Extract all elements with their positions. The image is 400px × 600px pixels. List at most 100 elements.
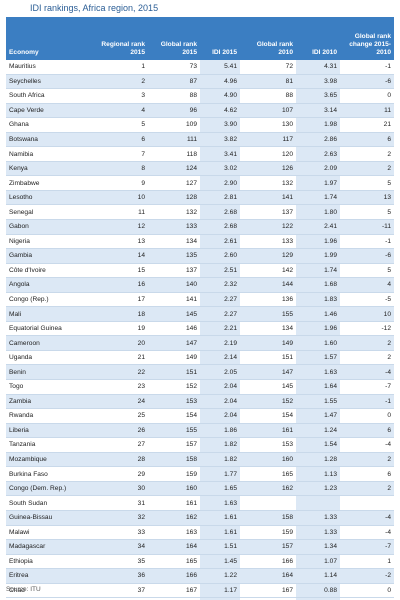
value-cell: 134 — [148, 234, 200, 250]
value-cell: 23 — [90, 379, 148, 395]
table-row: Rwanda 25 154 2.04 154 1.47 0 — [6, 408, 394, 424]
value-cell: 10 — [90, 190, 148, 206]
source-note: Source: ITU — [6, 586, 41, 593]
value-cell: 2.60 — [200, 248, 240, 264]
value-cell: 3.41 — [200, 146, 240, 162]
value-cell: 7 — [90, 146, 148, 162]
average-row: Average 2.53 1.89 — [6, 597, 394, 600]
value-cell: -7 — [340, 379, 394, 395]
economy-cell: Lesotho — [6, 190, 90, 206]
value-cell: 152 — [240, 394, 296, 410]
value-cell: 37 — [90, 583, 148, 599]
column-header: Global rank 2015 — [148, 17, 200, 60]
value-cell: 1.82 — [200, 437, 240, 453]
table-row: Malawi 33 163 1.61 159 1.33 -4 — [6, 525, 394, 541]
value-cell: 96 — [148, 103, 200, 119]
economy-cell: Namibia — [6, 146, 90, 162]
value-cell: -5 — [340, 292, 394, 308]
value-cell: 2.21 — [200, 321, 240, 337]
value-cell: 31 — [90, 495, 148, 511]
value-cell: 1.51 — [200, 539, 240, 555]
economy-cell: Ghana — [6, 117, 90, 133]
value-cell: 2.86 — [296, 132, 340, 148]
value-cell: 2 — [340, 481, 394, 497]
value-cell: 127 — [148, 175, 200, 191]
value-cell: 0 — [340, 88, 394, 104]
table-row: Senegal 11 132 2.68 137 1.80 5 — [6, 204, 394, 221]
economy-cell: Mozambique — [6, 452, 90, 468]
table-row: Botswana 6 111 3.82 117 2.86 6 — [6, 132, 394, 148]
value-cell: 8 — [90, 161, 148, 177]
value-cell: 1.57 — [296, 350, 340, 366]
value-cell: 2.63 — [296, 146, 340, 162]
value-cell: 2.68 — [200, 204, 240, 221]
value-cell: 36 — [90, 568, 148, 584]
value-cell: 88 — [240, 88, 296, 104]
value-cell: 1.65 — [200, 481, 240, 497]
economy-cell: Ethiopia — [6, 554, 90, 570]
economy-cell: Benin — [6, 364, 90, 381]
economy-cell: Rwanda — [6, 408, 90, 424]
average-cell: 1.89 — [296, 597, 340, 600]
value-cell: 1.82 — [200, 452, 240, 468]
table-row: Ethiopia 35 165 1.45 166 1.07 1 — [6, 554, 394, 570]
value-cell: 164 — [240, 568, 296, 584]
average-cell — [340, 597, 394, 600]
value-cell: 2.51 — [200, 263, 240, 279]
value-cell: 159 — [240, 525, 296, 541]
value-cell: 30 — [90, 481, 148, 497]
value-cell: 157 — [240, 539, 296, 555]
economy-cell: Togo — [6, 379, 90, 395]
value-cell: 9 — [90, 175, 148, 191]
value-cell: 5 — [340, 175, 394, 191]
value-cell: -4 — [340, 364, 394, 381]
value-cell: 12 — [90, 219, 148, 235]
table-row: Gabon 12 133 2.68 122 2.41 -11 — [6, 219, 394, 235]
value-cell: 32 — [90, 510, 148, 526]
table-row: Cape Verde 4 96 4.62 107 3.14 11 — [6, 103, 394, 119]
value-cell: 2.04 — [200, 408, 240, 424]
economy-cell: Cape Verde — [6, 103, 90, 119]
value-cell: 130 — [240, 117, 296, 133]
value-cell: 0 — [340, 408, 394, 424]
table-row: Mauritius 1 73 5.41 72 4.31 -1 — [6, 60, 394, 75]
value-cell: 2.04 — [200, 394, 240, 410]
value-cell: 6 — [340, 466, 394, 482]
table-row: Mozambique 28 158 1.82 160 1.28 2 — [6, 452, 394, 468]
table-row: Ghana 5 109 3.90 130 1.98 21 — [6, 117, 394, 133]
value-cell — [240, 495, 296, 511]
value-cell: 1.77 — [200, 466, 240, 482]
value-cell: -2 — [340, 568, 394, 584]
value-cell: 88 — [148, 88, 200, 104]
economy-cell: Seychelles — [6, 74, 90, 90]
economy-cell: Tanzania — [6, 437, 90, 453]
value-cell: 161 — [240, 423, 296, 439]
table-row: Burkina Faso 29 159 1.77 165 1.13 6 — [6, 466, 394, 482]
economy-cell: Equatorial Guinea — [6, 321, 90, 337]
value-cell: 167 — [240, 583, 296, 599]
value-cell: 2 — [90, 74, 148, 90]
value-cell: 167 — [148, 583, 200, 599]
value-cell: 1.55 — [296, 394, 340, 410]
value-cell: 142 — [240, 263, 296, 279]
value-cell: 11 — [90, 204, 148, 221]
table-row: Togo 23 152 2.04 145 1.64 -7 — [6, 379, 394, 395]
value-cell: 165 — [148, 554, 200, 570]
value-cell: 4 — [90, 103, 148, 119]
economy-cell: Mauritius — [6, 60, 90, 75]
table-row: South Africa 3 88 4.90 88 3.65 0 — [6, 88, 394, 104]
value-cell: 28 — [90, 452, 148, 468]
value-cell: 1.07 — [296, 554, 340, 570]
value-cell: 152 — [148, 379, 200, 395]
value-cell: 27 — [90, 437, 148, 453]
value-cell: 140 — [148, 277, 200, 293]
value-cell: 136 — [240, 292, 296, 308]
value-cell: 151 — [240, 350, 296, 366]
value-cell: 1.61 — [200, 510, 240, 526]
economy-cell: Uganda — [6, 350, 90, 366]
table-row: Lesotho 10 128 2.81 141 1.74 13 — [6, 190, 394, 206]
value-cell: 17 — [90, 292, 148, 308]
value-cell: 1.86 — [200, 423, 240, 439]
value-cell: 35 — [90, 554, 148, 570]
value-cell: 18 — [90, 306, 148, 322]
